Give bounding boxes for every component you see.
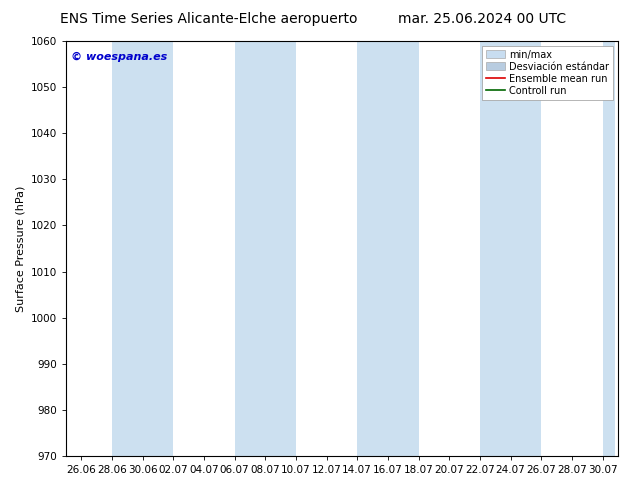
Legend: min/max, Desviación estándar, Ensemble mean run, Controll run: min/max, Desviación estándar, Ensemble m… [482, 46, 613, 99]
Text: © woespana.es: © woespana.es [72, 51, 167, 62]
Bar [235, 41, 296, 456]
Text: ENS Time Series Alicante-Elche aeropuerto: ENS Time Series Alicante-Elche aeropuert… [60, 12, 358, 26]
Bar [112, 41, 173, 456]
Bar [480, 41, 541, 456]
Bar [357, 41, 418, 456]
Text: mar. 25.06.2024 00 UTC: mar. 25.06.2024 00 UTC [398, 12, 566, 26]
Y-axis label: Surface Pressure (hPa): Surface Pressure (hPa) [15, 185, 25, 312]
Bar [602, 41, 615, 456]
